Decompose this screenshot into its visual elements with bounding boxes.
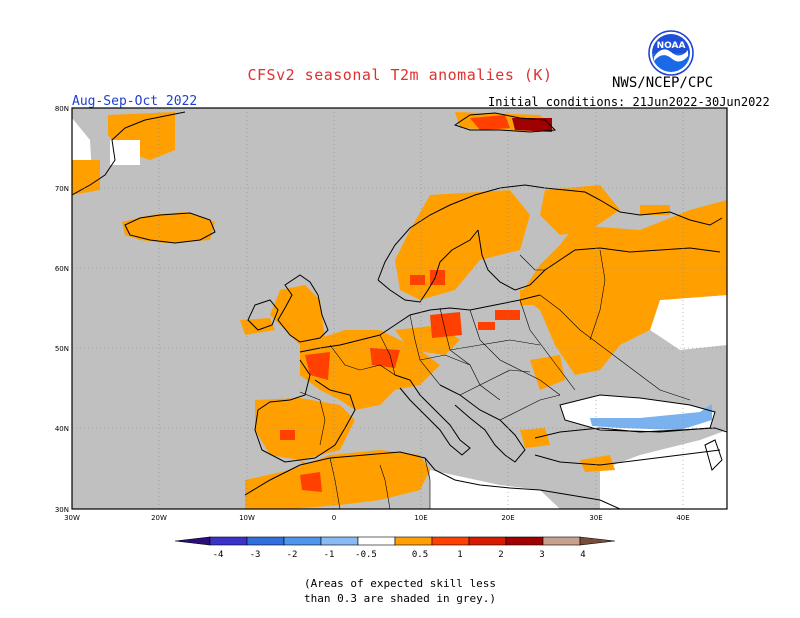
lon-label-40e: 40E [676,514,689,522]
noaa-logo: NOAA [648,30,694,76]
colorbar-swatch [246,536,285,546]
colorbar-label: 1 [457,550,462,560]
lat-label-70n: 70N [55,185,69,193]
colorbar-label: 4 [580,550,585,560]
black-sea-cold-anomaly [590,404,712,430]
colorbar-swatch-below-min [174,536,211,546]
lat-label-30n: 30N [55,506,69,514]
colorbar-label: -3 [250,550,261,560]
lon-label-10e: 10E [414,514,427,522]
colorbar-label: -1 [324,550,335,560]
organization-label: NWS/NCEP/CPC [612,75,714,91]
season-label: Aug-Sep-Oct 2022 [72,94,198,109]
lon-label-20e: 20E [501,514,514,522]
colorbar-label: 0.5 [412,550,428,560]
neutral-land-patches [110,140,520,509]
colorbar-swatch [320,536,359,546]
initial-conditions-label: Initial conditions: 21Jun2022-30Jun2022 [488,95,770,109]
skill-footnote: (Areas of expected skill less than 0.3 a… [303,577,497,605]
middle-east-white-area [600,430,727,509]
anomaly-map: 80N 70N 60N 50N 40N 30N 30W 20W 10W 0 10… [55,105,728,522]
colorbar-swatch [283,536,322,546]
lat-label-40n: 40N [55,425,69,433]
colorbar-swatch [209,536,248,546]
map-frame [71,107,728,510]
colorbar-swatch [542,536,581,546]
lon-label-30e: 30E [589,514,602,522]
colorbar-label: -2 [287,550,298,560]
lon-label-10w: 10W [239,514,255,522]
colorbar-swatch [468,536,507,546]
colorbar-swatch [431,536,470,546]
colorbar: -4 -3 -2 -1 -0.5 0.5 1 2 3 4 [174,536,616,560]
coastlines [72,111,727,509]
colorbar-swatch [357,536,396,546]
colorbar-label: 2 [498,550,503,560]
lat-label-60n: 60N [55,265,69,273]
strong-warm-anomaly-regions [280,115,520,492]
lon-label-30w: 30W [64,514,80,522]
lon-label-0: 0 [332,514,336,522]
lat-label-50n: 50N [55,345,69,353]
lon-label-20w: 20W [151,514,167,522]
very-strong-warm-anomaly [512,118,552,132]
lat-label-80n: 80N [55,105,69,113]
graticule [72,108,727,509]
libya-white-area [430,470,560,509]
logo-text: NOAA [657,41,686,51]
colorbar-label: 3 [539,550,544,560]
colorbar-label: -0.5 [355,550,377,560]
country-borders [299,249,691,509]
colorbar-swatch [394,536,433,546]
warm-anomaly-regions [72,112,727,509]
colorbar-swatch [505,536,544,546]
russia-white-area [650,295,727,350]
map-title: CFSv2 seasonal T2m anomalies (K) [247,66,553,84]
colorbar-swatch-above-max [579,536,616,546]
colorbar-label: -4 [213,550,224,560]
